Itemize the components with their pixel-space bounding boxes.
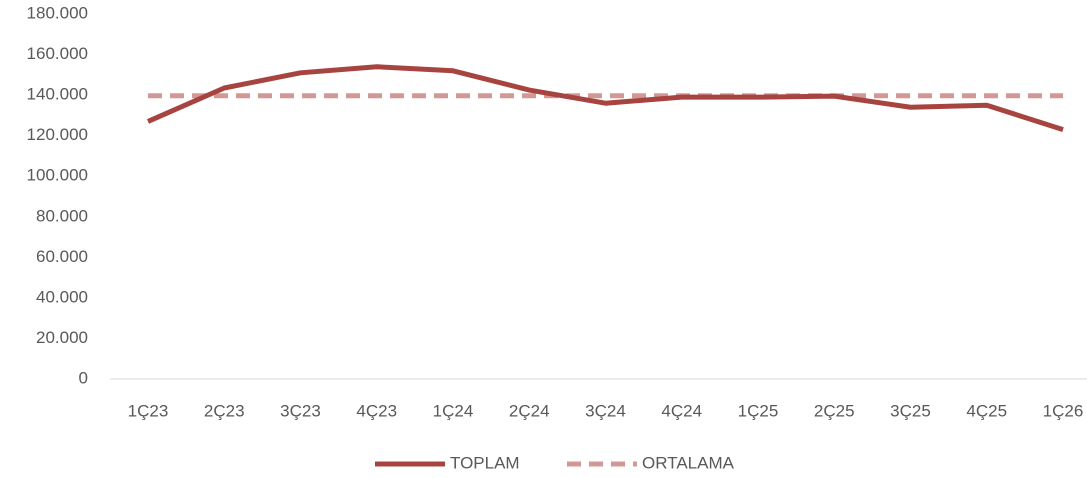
x-tick-label: 1Ç26 [1043, 401, 1084, 420]
x-tick-label: 2Ç24 [509, 401, 550, 420]
x-tick-label: 4Ç24 [661, 401, 702, 420]
series-line [146, 64, 1064, 132]
y-tick-label: 0 [79, 368, 88, 387]
y-tick-label: 140.000 [27, 85, 88, 104]
x-tick-label: 4Ç25 [966, 401, 1007, 420]
x-tick-label: 4Ç23 [356, 401, 397, 420]
x-tick-label: 1Ç24 [433, 401, 474, 420]
x-tick-label: 1Ç25 [738, 401, 779, 420]
legend-label: ORTALAMA [642, 453, 735, 472]
x-tick-label: 1Ç23 [128, 401, 169, 420]
y-tick-label: 60.000 [36, 247, 88, 266]
y-tick-label: 100.000 [27, 166, 88, 185]
x-tick-label: 3Ç24 [585, 401, 626, 420]
x-tick-label: 2Ç25 [814, 401, 855, 420]
y-tick-label: 40.000 [36, 287, 88, 306]
y-tick-label: 80.000 [36, 206, 88, 225]
y-tick-label: 120.000 [27, 125, 88, 144]
legend-label: TOPLAM [450, 453, 520, 472]
y-tick-label: 180.000 [27, 3, 88, 22]
y-tick-label: 160.000 [27, 44, 88, 63]
x-tick-label: 2Ç23 [204, 401, 245, 420]
x-tick-label: 3Ç23 [280, 401, 321, 420]
x-tick-label: 3Ç25 [890, 401, 931, 420]
y-tick-label: 20.000 [36, 328, 88, 347]
